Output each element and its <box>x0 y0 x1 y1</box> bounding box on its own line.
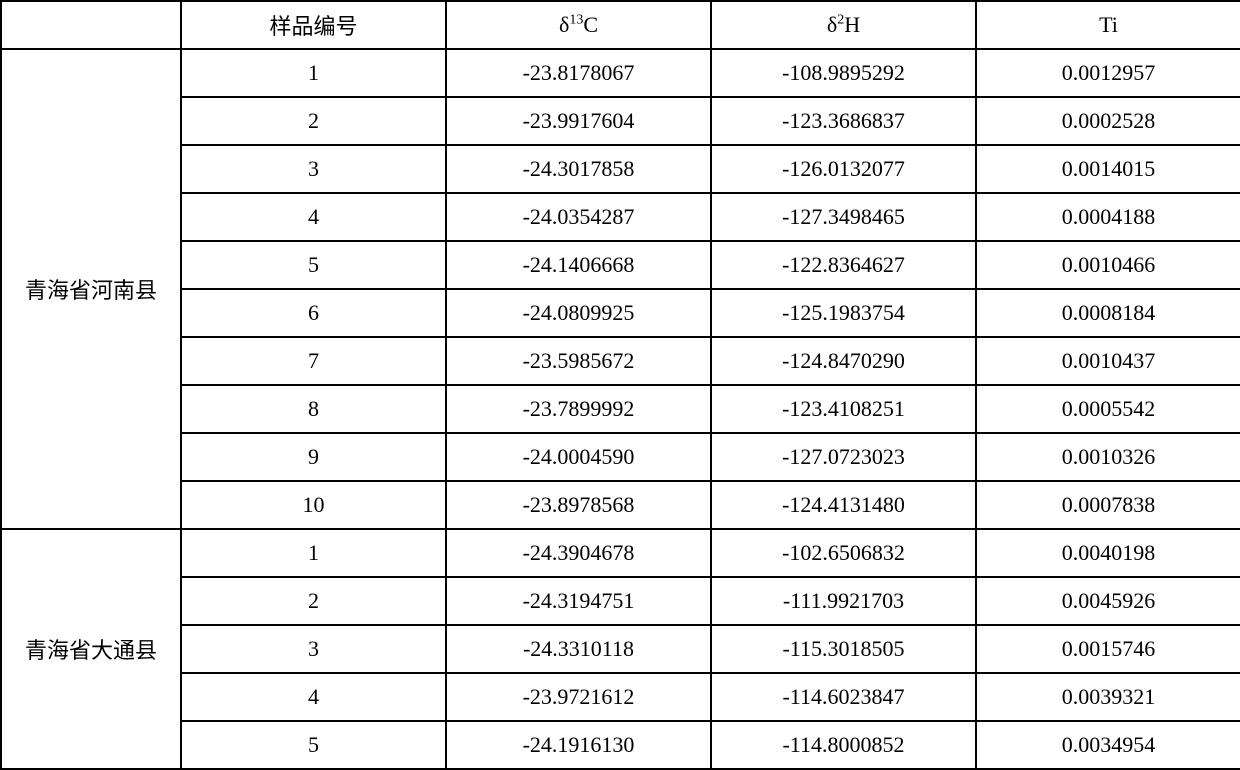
delta-h2-cell: -114.6023847 <box>711 673 976 721</box>
ti-cell: 0.0005542 <box>976 385 1240 433</box>
sample-id-cell: 6 <box>181 289 446 337</box>
ti-cell: 0.0040198 <box>976 529 1240 577</box>
delta-c13-prefix: δ <box>559 12 569 37</box>
sample-id-cell: 1 <box>181 49 446 97</box>
table-row: 3-24.3310118-115.30185050.0015746 <box>1 625 1240 673</box>
region-cell: 青海省大通县 <box>1 529 181 769</box>
ti-cell: 0.0010326 <box>976 433 1240 481</box>
delta-h2-suffix: H <box>844 12 860 37</box>
sample-id-cell: 8 <box>181 385 446 433</box>
delta-c13-suffix: C <box>583 12 598 37</box>
delta-c13-cell: -23.8978568 <box>446 481 711 529</box>
delta-c13-sup: 13 <box>569 13 583 28</box>
delta-c13-cell: -24.1916130 <box>446 721 711 769</box>
delta-c13-cell: -23.9721612 <box>446 673 711 721</box>
delta-c13-cell: -24.1406668 <box>446 241 711 289</box>
sample-id-cell: 1 <box>181 529 446 577</box>
delta-h2-cell: -108.9895292 <box>711 49 976 97</box>
table-row: 2-24.3194751-111.99217030.0045926 <box>1 577 1240 625</box>
delta-c13-cell: -23.8178067 <box>446 49 711 97</box>
header-ti: Ti <box>976 1 1240 49</box>
sample-id-cell: 4 <box>181 193 446 241</box>
delta-c13-cell: -24.0809925 <box>446 289 711 337</box>
sample-id-cell: 3 <box>181 625 446 673</box>
sample-id-cell: 5 <box>181 721 446 769</box>
delta-c13-cell: -23.5985672 <box>446 337 711 385</box>
delta-c13-cell: -24.0354287 <box>446 193 711 241</box>
region-cell: 青海省河南县 <box>1 49 181 529</box>
delta-c13-cell: -24.0004590 <box>446 433 711 481</box>
delta-h2-prefix: δ <box>827 12 837 37</box>
table-row: 4-23.9721612-114.60238470.0039321 <box>1 673 1240 721</box>
table-row: 青海省河南县1-23.8178067-108.98952920.0012957 <box>1 49 1240 97</box>
sample-id-cell: 4 <box>181 673 446 721</box>
table-row: 3-24.3017858-126.01320770.0014015 <box>1 145 1240 193</box>
header-row: 样品编号δ13Cδ2HTi <box>1 1 1240 49</box>
sample-id-cell: 3 <box>181 145 446 193</box>
ti-cell: 0.0039321 <box>976 673 1240 721</box>
delta-c13-cell: -24.3017858 <box>446 145 711 193</box>
header-delta-c13: δ13C <box>446 1 711 49</box>
delta-c13-cell: -24.3904678 <box>446 529 711 577</box>
delta-c13-cell: -24.3310118 <box>446 625 711 673</box>
sample-id-cell: 7 <box>181 337 446 385</box>
delta-h2-cell: -127.3498465 <box>711 193 976 241</box>
delta-h2-cell: -127.0723023 <box>711 433 976 481</box>
table-row: 5-24.1406668-122.83646270.0010466 <box>1 241 1240 289</box>
ti-cell: 0.0007838 <box>976 481 1240 529</box>
delta-h2-cell: -126.0132077 <box>711 145 976 193</box>
header-delta-h2: δ2H <box>711 1 976 49</box>
sample-id-cell: 2 <box>181 97 446 145</box>
table-row: 2-23.9917604-123.36868370.0002528 <box>1 97 1240 145</box>
delta-h2-cell: -122.8364627 <box>711 241 976 289</box>
table-row: 4-24.0354287-127.34984650.0004188 <box>1 193 1240 241</box>
delta-c13-cell: -23.9917604 <box>446 97 711 145</box>
ti-cell: 0.0034954 <box>976 721 1240 769</box>
table-row: 8-23.7899992-123.41082510.0005542 <box>1 385 1240 433</box>
ti-cell: 0.0014015 <box>976 145 1240 193</box>
ti-cell: 0.0010437 <box>976 337 1240 385</box>
ti-cell: 0.0012957 <box>976 49 1240 97</box>
delta-c13-cell: -23.7899992 <box>446 385 711 433</box>
delta-h2-cell: -114.8000852 <box>711 721 976 769</box>
delta-h2-cell: -124.4131480 <box>711 481 976 529</box>
delta-h2-cell: -123.4108251 <box>711 385 976 433</box>
sample-id-cell: 9 <box>181 433 446 481</box>
table-row: 青海省大通县1-24.3904678-102.65068320.0040198 <box>1 529 1240 577</box>
sample-id-cell: 5 <box>181 241 446 289</box>
table-row: 9-24.0004590-127.07230230.0010326 <box>1 433 1240 481</box>
delta-h2-cell: -111.9921703 <box>711 577 976 625</box>
ti-cell: 0.0010466 <box>976 241 1240 289</box>
table-row: 10-23.8978568-124.41314800.0007838 <box>1 481 1240 529</box>
delta-h2-cell: -125.1983754 <box>711 289 976 337</box>
delta-h2-cell: -123.3686837 <box>711 97 976 145</box>
table-row: 5-24.1916130-114.80008520.0034954 <box>1 721 1240 769</box>
header-sample-id: 样品编号 <box>181 1 446 49</box>
table-row: 7-23.5985672-124.84702900.0010437 <box>1 337 1240 385</box>
delta-h2-cell: -115.3018505 <box>711 625 976 673</box>
data-table: 样品编号δ13Cδ2HTi青海省河南县1-23.8178067-108.9895… <box>0 0 1240 770</box>
delta-c13-cell: -24.3194751 <box>446 577 711 625</box>
ti-cell: 0.0045926 <box>976 577 1240 625</box>
ti-cell: 0.0002528 <box>976 97 1240 145</box>
sample-id-cell: 10 <box>181 481 446 529</box>
table-row: 6-24.0809925-125.19837540.0008184 <box>1 289 1240 337</box>
header-region <box>1 1 181 49</box>
ti-cell: 0.0008184 <box>976 289 1240 337</box>
delta-h2-cell: -124.8470290 <box>711 337 976 385</box>
delta-h2-cell: -102.6506832 <box>711 529 976 577</box>
ti-cell: 0.0004188 <box>976 193 1240 241</box>
ti-cell: 0.0015746 <box>976 625 1240 673</box>
sample-id-cell: 2 <box>181 577 446 625</box>
